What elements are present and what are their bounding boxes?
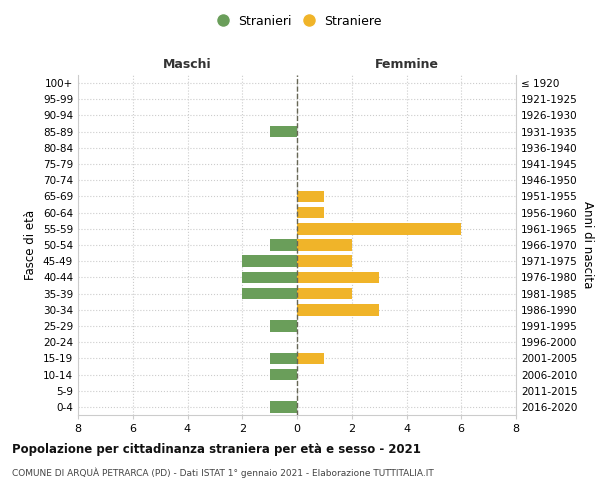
Y-axis label: Anni di nascita: Anni di nascita bbox=[581, 202, 594, 288]
Bar bbox=[269, 126, 297, 138]
Bar bbox=[242, 288, 297, 300]
Bar bbox=[297, 352, 325, 364]
Bar bbox=[269, 401, 297, 412]
Bar bbox=[297, 272, 379, 283]
Bar bbox=[297, 223, 461, 234]
Bar bbox=[297, 239, 352, 251]
Legend: Stranieri, Straniere: Stranieri, Straniere bbox=[215, 11, 386, 32]
Text: Femmine: Femmine bbox=[374, 58, 439, 71]
Bar bbox=[269, 320, 297, 332]
Bar bbox=[297, 304, 379, 316]
Bar bbox=[269, 239, 297, 251]
Bar bbox=[242, 256, 297, 267]
Bar bbox=[297, 207, 325, 218]
Bar bbox=[297, 256, 352, 267]
Text: Popolazione per cittadinanza straniera per età e sesso - 2021: Popolazione per cittadinanza straniera p… bbox=[12, 442, 421, 456]
Y-axis label: Fasce di età: Fasce di età bbox=[25, 210, 37, 280]
Text: Maschi: Maschi bbox=[163, 58, 212, 71]
Text: COMUNE DI ARQUÀ PETRARCA (PD) - Dati ISTAT 1° gennaio 2021 - Elaborazione TUTTIT: COMUNE DI ARQUÀ PETRARCA (PD) - Dati IST… bbox=[12, 468, 434, 478]
Bar bbox=[297, 190, 325, 202]
Bar bbox=[297, 288, 352, 300]
Bar bbox=[269, 368, 297, 380]
Bar bbox=[269, 352, 297, 364]
Bar bbox=[242, 272, 297, 283]
